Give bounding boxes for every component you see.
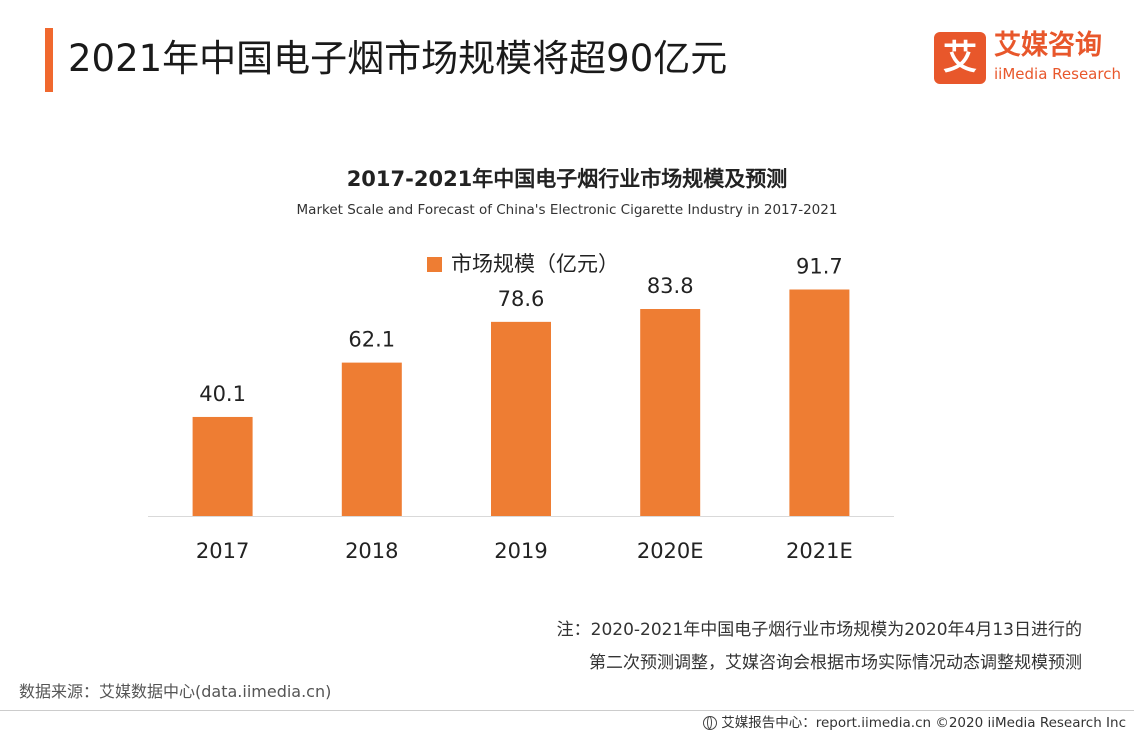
page-title: 2021年中国电子烟市场规模将超90亿元 [68, 37, 728, 80]
bar-2019 [491, 321, 551, 516]
data-label-2021E: 91.7 [796, 255, 843, 279]
x-tick-2019: 2019 [494, 539, 547, 563]
data-label-2017: 40.1 [199, 382, 246, 406]
bar-2021E [789, 289, 850, 516]
note-line-2: 第二次预测调整，艾媒咨询会根据市场实际情况动态调整规模预测 [589, 653, 1082, 673]
globe-icon [703, 716, 718, 730]
data-source: 数据来源：艾媒数据中心(data.iimedia.cn) [19, 682, 332, 701]
title-accent-bar [45, 28, 53, 92]
x-tick-2018: 2018 [345, 539, 398, 563]
brand-name-en: iiMedia Research [994, 65, 1121, 83]
x-tick-2021E: 2021E [786, 539, 853, 563]
bar-2018 [341, 362, 402, 516]
x-tick-2020E: 2020E [637, 539, 704, 563]
legend-swatch [427, 257, 442, 272]
chart-note: 注：2020-2021年中国电子烟行业市场规模为2020年4月13日进行的 第二… [557, 614, 1082, 680]
chart-title: 2017-2021年中国电子烟行业市场规模及预测 [346, 167, 788, 191]
footer-text: 艾媒报告中心：report.iimedia.cn ©2020 iiMedia R… [721, 715, 1126, 731]
brand-name-cn: 艾媒咨询 [994, 30, 1102, 61]
legend-label: 市场规模（亿元） [451, 252, 619, 276]
bar-2020E [640, 309, 701, 516]
footer: 艾媒报告中心：report.iimedia.cn ©2020 iiMedia R… [703, 712, 1126, 734]
chart-subtitle: Market Scale and Forecast of China's Ele… [296, 202, 838, 218]
x-tick-2017: 2017 [196, 539, 249, 563]
brand-logo: 艾 艾媒咨询 iiMedia Research [934, 30, 1121, 86]
data-label-2018: 62.1 [348, 328, 395, 352]
note-line-1: 注：2020-2021年中国电子烟行业市场规模为2020年4月13日进行的 [556, 620, 1082, 640]
data-label-2020E: 83.8 [647, 274, 694, 298]
footer-divider [0, 710, 1134, 711]
bar-2017 [192, 416, 253, 516]
brand-mark-icon: 艾 [934, 32, 986, 84]
data-label-2019: 78.6 [498, 287, 545, 311]
